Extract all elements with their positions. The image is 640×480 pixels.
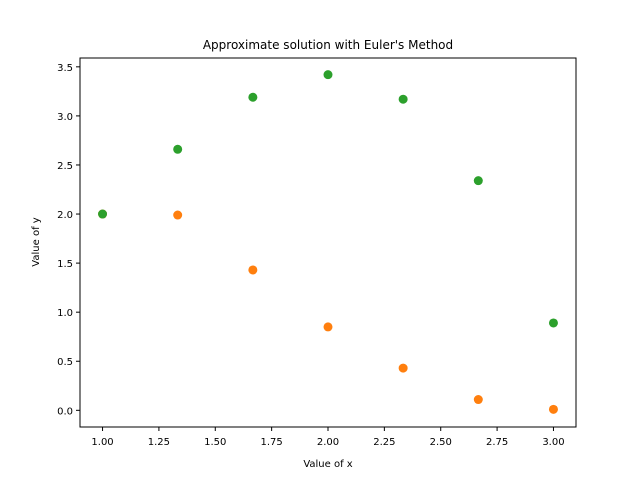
- series-1-point: [398, 363, 408, 373]
- y-tick-label: 3.5: [57, 63, 73, 74]
- y-tick-label: 2.0: [57, 210, 73, 221]
- y-tick-label: 1.0: [57, 308, 73, 319]
- series-1-point: [548, 404, 558, 414]
- axes-frame: [79, 57, 577, 428]
- series-1-point: [473, 395, 483, 405]
- x-tick-label: 1.50: [204, 437, 226, 448]
- x-tick-label: 1.00: [91, 437, 113, 448]
- x-tick-label: 1.75: [261, 437, 283, 448]
- y-axis: 0.0 0.5 1.0 1.5 2.0 2.5 3.0 3.5: [57, 63, 80, 417]
- chart-title: Approximate solution with Euler's Method: [203, 38, 453, 52]
- data-points: [98, 70, 558, 414]
- series-2-point: [173, 144, 183, 154]
- x-tick-label: 2.00: [317, 437, 339, 448]
- y-tick-label: 3.0: [57, 112, 73, 123]
- x-tick-label: 2.75: [486, 437, 508, 448]
- x-axis: 1.00 1.25 1.50 1.75 2.00 2.25 2.50 2.75 3.00: [91, 427, 565, 448]
- x-tick-label: 2.25: [373, 437, 395, 448]
- series-2-point: [548, 318, 558, 328]
- x-tick-label: 1.25: [148, 437, 170, 448]
- y-tick-label: 2.5: [57, 161, 73, 172]
- y-axis-label: Value of y: [31, 217, 42, 266]
- y-tick-label: 1.5: [57, 259, 73, 270]
- y-tick-label: 0.0: [57, 406, 73, 417]
- series-2-point: [398, 94, 408, 104]
- x-tick-label: 3.00: [542, 437, 564, 448]
- series-2-point: [98, 209, 108, 219]
- x-axis-label: Value of x: [303, 459, 352, 470]
- series-2-point: [473, 176, 483, 186]
- series-2-point: [248, 92, 258, 102]
- series-1-point: [248, 265, 258, 275]
- y-tick-label: 0.5: [57, 357, 73, 368]
- x-tick-label: 2.50: [430, 437, 452, 448]
- series-1-point: [323, 322, 333, 332]
- series-1-point: [173, 210, 183, 220]
- series-2-point: [323, 70, 333, 80]
